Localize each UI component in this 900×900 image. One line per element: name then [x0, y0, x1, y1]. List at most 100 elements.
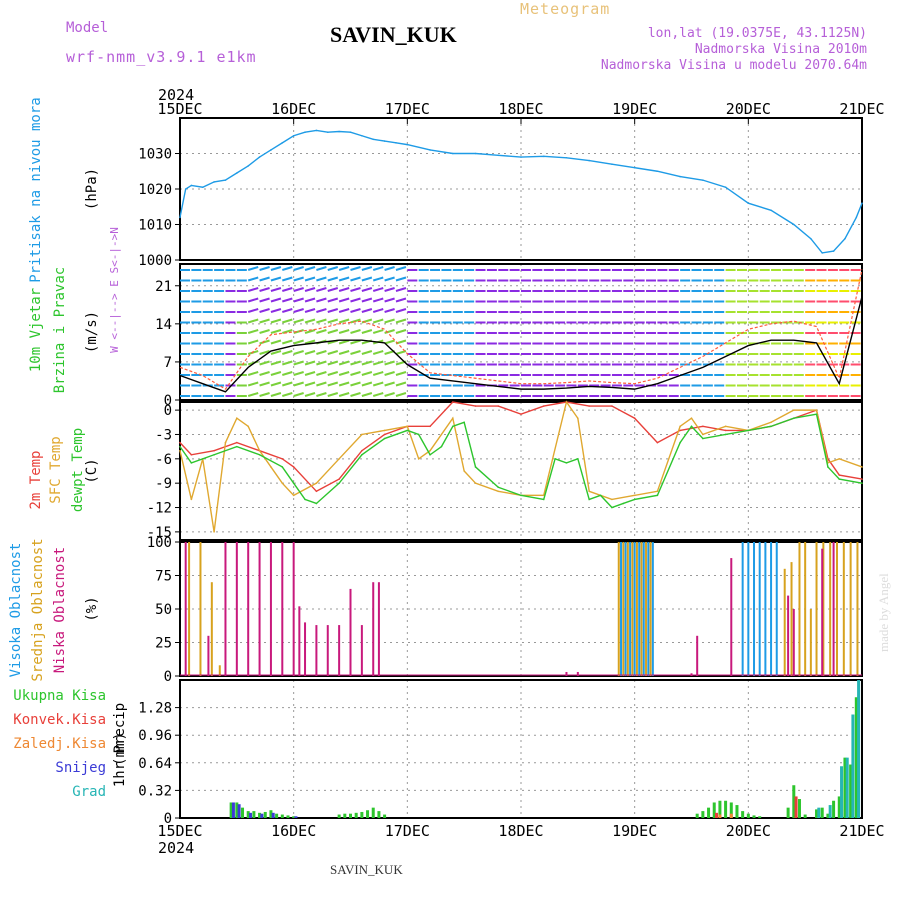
temperature-data-point	[497, 486, 500, 489]
precipitation-bar	[712, 802, 716, 818]
cloud_cover-bar	[631, 542, 634, 676]
y-tick-label: 0.32	[138, 783, 172, 799]
wind-barb	[350, 297, 361, 303]
temperature-data-point	[690, 417, 693, 420]
precipitation-bar	[837, 796, 841, 818]
wind-barb	[270, 329, 282, 334]
temp-axis-label-sfc: SFC Temp	[48, 436, 64, 503]
cloud_cover-bar	[696, 635, 699, 676]
temperature-data-point	[577, 417, 579, 420]
pressure-data-point	[679, 175, 681, 178]
temperature-data-point	[270, 466, 272, 468]
precipitation-bar	[241, 807, 245, 818]
time-tick-label-bottom: 21DEC	[839, 822, 884, 840]
wind-barb	[304, 339, 316, 345]
precipitation-bar	[354, 812, 358, 818]
temperature-unit-label: (C)	[84, 458, 100, 483]
precipitation-bar	[815, 809, 819, 818]
precipitation-bar	[724, 800, 728, 818]
wind-barb	[270, 266, 282, 271]
precipitation-bar	[735, 805, 739, 818]
pressure-data-point	[855, 216, 858, 219]
time-tick-label-bottom: 20DEC	[726, 822, 771, 840]
wind-barb	[293, 266, 304, 271]
precipitation-bar	[828, 805, 832, 818]
temperature-data-point	[179, 441, 181, 444]
precipitation-bar	[832, 800, 836, 818]
cloud_cover-bar	[622, 542, 625, 676]
wind-barb	[270, 339, 282, 345]
wind-barb	[338, 329, 350, 334]
cloud_cover-bar	[620, 542, 623, 676]
wind-axis-label-1: 10m Vjetar	[28, 288, 44, 372]
cloud_cover-bar	[764, 542, 767, 676]
cloud_cover-bar	[790, 562, 793, 676]
temperature-data-point	[588, 405, 590, 407]
pressure-data-point	[395, 142, 397, 144]
time-tick-label-top: 19DEC	[612, 100, 657, 118]
temperature-data-point	[633, 417, 636, 420]
wind-barb	[372, 287, 384, 292]
pressure-panel: 1000 1010 1020 1030 (hPa)	[84, 117, 863, 269]
model-elevation-info: Nadmorska Visina u modelu 2070.64m	[600, 58, 867, 73]
temperature-data-point	[861, 466, 863, 468]
temperature-data-point	[542, 405, 545, 407]
pressure-data-point	[224, 179, 227, 181]
temperature-data-point	[338, 478, 340, 480]
temperature-data-point	[747, 429, 750, 432]
temperature-data-point	[724, 433, 727, 436]
wind-barb	[372, 371, 384, 376]
wind-barb	[304, 392, 316, 397]
cloud_cover-bar	[783, 568, 786, 676]
temperature-data-point	[258, 453, 261, 456]
y-tick-label: 21	[155, 279, 172, 295]
wind-barb	[327, 350, 339, 355]
temperature-data-point	[702, 437, 704, 440]
temperature-data-point	[554, 458, 556, 460]
wind-barb	[327, 318, 339, 324]
time-tick-label-top: 15DEC	[157, 100, 202, 118]
pressure-data-point	[497, 154, 500, 157]
temperature-data-point	[724, 425, 727, 428]
cloud_cover-frame	[179, 541, 863, 677]
cloud_cover-bar	[199, 542, 202, 676]
temperature-data-point	[429, 425, 431, 428]
pressure-data-point	[821, 252, 824, 254]
pressure-data-point	[190, 184, 193, 187]
wind-barb	[304, 266, 316, 271]
wind-barb	[316, 329, 327, 334]
wind-barb	[384, 297, 395, 303]
cloud_cover-bar	[349, 588, 352, 676]
pressure-data-point	[338, 130, 340, 133]
cloud_cover-bar	[624, 542, 627, 676]
precipitation-bar	[718, 814, 722, 818]
cloud_cover-bar	[635, 542, 638, 676]
wind-barb	[270, 276, 282, 282]
temperature-data-point	[417, 433, 420, 436]
cloud_cover-bar	[645, 542, 648, 676]
cloud_cover-bar	[787, 595, 790, 676]
pressure-data-point	[326, 131, 329, 133]
precipitation-bar	[701, 811, 705, 818]
pressure-data-point	[304, 131, 306, 133]
cloud_cover-bar	[326, 625, 329, 676]
temperature-data-point	[383, 437, 386, 440]
cloud_cover-bar	[235, 542, 238, 676]
cloud_cover-bar	[804, 542, 807, 676]
pressure-data-point	[201, 186, 204, 189]
precipitation-bar	[280, 814, 284, 818]
wind-panel: 0 7 14 21 (m/s)	[84, 263, 863, 409]
wind-barb	[338, 371, 350, 376]
wind-barb	[316, 266, 327, 271]
temperature-data-point	[281, 482, 284, 484]
precipitation-bar	[851, 714, 855, 818]
temperature-panel: 0 -3 -6 -9 -12 -15 (C)	[84, 401, 863, 541]
wind-barb	[361, 297, 373, 303]
precip-legend-entry: Snijeg	[55, 760, 106, 776]
wind-barb	[395, 318, 407, 324]
wind-barb	[338, 297, 350, 303]
wind-barb	[350, 318, 361, 324]
wind-barb	[316, 360, 327, 366]
